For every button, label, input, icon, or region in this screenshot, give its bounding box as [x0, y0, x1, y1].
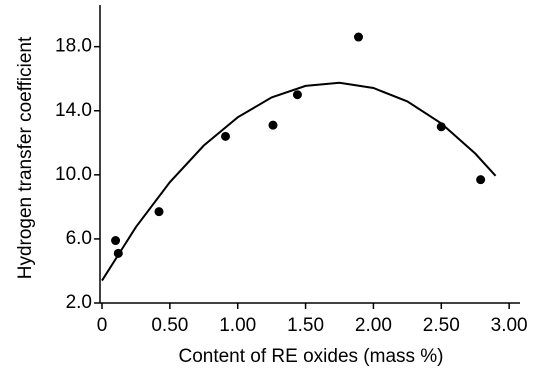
x-tick-label: 3.00 — [491, 315, 528, 336]
y-axis-label: Hydrogen transfer coefficient — [15, 36, 36, 279]
y-tick-label: 10.0 — [55, 164, 92, 185]
data-point — [354, 32, 363, 42]
y-tick-label: 14.0 — [55, 100, 92, 121]
data-point — [221, 131, 230, 141]
data-point — [292, 90, 302, 100]
x-tick-label: 2.50 — [423, 315, 460, 336]
y-tick-label: 2.0 — [66, 292, 92, 313]
x-axis-label: Content of RE oxides (mass %) — [178, 346, 443, 367]
fit-curve — [101, 81, 497, 282]
x-tick-label: 0 — [97, 315, 108, 336]
data-point — [268, 120, 278, 130]
x-tick-label: 0.50 — [151, 315, 188, 336]
data-point — [476, 175, 486, 185]
y-tick-label: 6.0 — [66, 228, 92, 249]
x-tick-label: 1.00 — [219, 315, 256, 336]
y-tick-label: 18.0 — [55, 36, 92, 57]
x-tick-label: 1.50 — [287, 315, 324, 336]
data-point — [111, 236, 121, 246]
x-tick-label: 2.00 — [355, 315, 392, 336]
data-point — [154, 207, 164, 217]
